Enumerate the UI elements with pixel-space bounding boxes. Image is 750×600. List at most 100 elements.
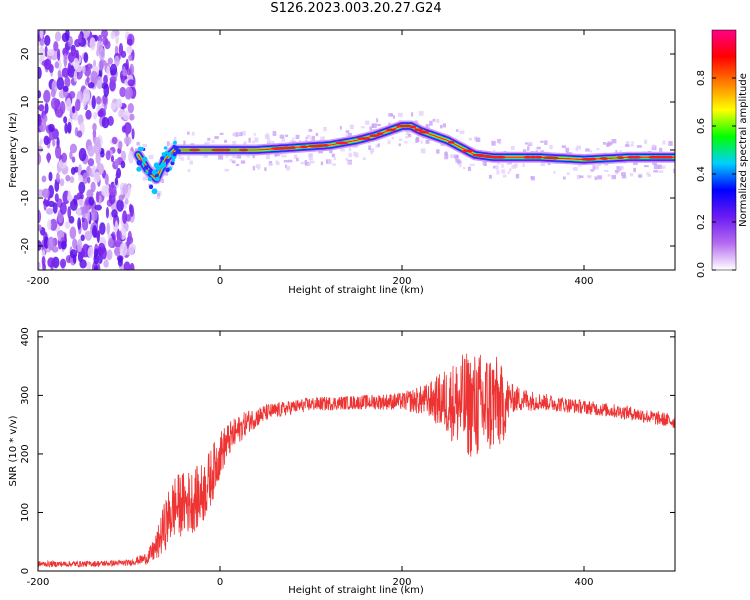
ridge-blob [167, 152, 172, 157]
noise-blob [82, 172, 88, 185]
ridge-blob [165, 167, 170, 173]
halo-speck [308, 128, 313, 132]
noise-blob [128, 54, 133, 62]
halo-speck [614, 169, 620, 173]
figure-title: S126.2023.003.20.27.G24 [270, 1, 442, 16]
noise-blob [38, 209, 42, 224]
halo-speck [576, 145, 582, 150]
halo-speck [404, 141, 408, 144]
halo-speck [203, 154, 208, 158]
noise-blob [41, 175, 47, 183]
noise-blob [118, 140, 123, 150]
halo-speck [468, 137, 473, 141]
y-tick-label: 200 [20, 444, 31, 463]
halo-speck [436, 149, 440, 154]
noise-blob [93, 141, 102, 155]
ridge-peak [223, 148, 231, 152]
noise-blob [59, 202, 67, 215]
halo-speck [619, 150, 623, 153]
ridge-peak [418, 130, 430, 134]
halo-speck [347, 132, 352, 138]
noise-blob [68, 90, 76, 99]
noise-blob [69, 150, 73, 160]
noise-blob [123, 261, 131, 270]
noise-blob [38, 90, 42, 99]
ridge-blob [153, 162, 160, 168]
noise-blob [43, 89, 51, 103]
halo-speck [287, 159, 293, 163]
halo-speck [254, 137, 259, 143]
noise-blob [70, 167, 76, 175]
halo-speck [339, 125, 342, 130]
noise-blob [111, 136, 118, 145]
noise-blob [44, 34, 51, 47]
noise-blob [72, 254, 77, 264]
halo-speck [398, 138, 403, 142]
noise-blob [93, 253, 100, 265]
halo-speck [572, 167, 578, 171]
noise-blob [41, 188, 50, 199]
halo-speck [625, 144, 630, 148]
noise-blob [84, 67, 92, 77]
noise-blob [115, 172, 120, 179]
halo-speck [633, 162, 638, 165]
noise-blob [114, 220, 119, 233]
halo-speck [444, 151, 448, 155]
ridge-peak [321, 144, 330, 147]
noise-blob [126, 38, 133, 46]
noise-blob [86, 176, 91, 184]
halo-speck [390, 113, 394, 116]
halo-speck [240, 160, 246, 164]
halo-speck [498, 140, 502, 145]
noise-blob [93, 171, 101, 183]
noise-blob [108, 183, 117, 196]
noise-blob [44, 102, 49, 114]
ridge-blob [142, 156, 148, 162]
noise-blob [61, 152, 68, 163]
noise-blob [96, 40, 104, 53]
y-tick-label: 20 [20, 48, 31, 61]
noise-blob [110, 102, 117, 111]
halo-speck [354, 152, 359, 158]
noise-blob [38, 66, 42, 79]
halo-speck [418, 111, 424, 116]
ridge-blob [140, 146, 144, 151]
noise-blob [128, 203, 133, 213]
noise-blob [65, 30, 70, 41]
halo-speck [292, 137, 295, 141]
snr-x-label: Height of straight line (km) [288, 585, 424, 596]
noise-blob [94, 204, 102, 211]
halo-speck [522, 149, 527, 154]
ridge-peak [599, 157, 609, 160]
halo-speck [187, 156, 190, 160]
noise-blob [65, 97, 72, 112]
noise-blob [57, 70, 62, 78]
noise-blob [87, 246, 94, 259]
snr-series-line [38, 353, 675, 568]
y-tick-label: -20 [20, 238, 31, 254]
halo-speck [305, 139, 308, 142]
halo-speck [405, 130, 411, 136]
halo-speck [257, 167, 260, 170]
halo-speck [315, 132, 319, 137]
ridge-blob [173, 140, 177, 145]
halo-speck [365, 120, 370, 125]
noise-blob [103, 74, 108, 86]
halo-speck [587, 175, 592, 179]
halo-speck [166, 141, 170, 146]
noise-blob [58, 59, 62, 73]
halo-speck [596, 147, 600, 151]
noise-blob [62, 47, 69, 56]
halo-speck [611, 138, 617, 144]
halo-speck [594, 165, 600, 170]
halo-speck [191, 131, 195, 136]
halo-speck [470, 163, 475, 166]
halo-speck [296, 157, 299, 162]
halo-speck [577, 163, 582, 167]
halo-speck [515, 173, 520, 179]
halo-speck [522, 163, 525, 167]
halo-speck [345, 157, 348, 161]
halo-speck [607, 141, 612, 146]
